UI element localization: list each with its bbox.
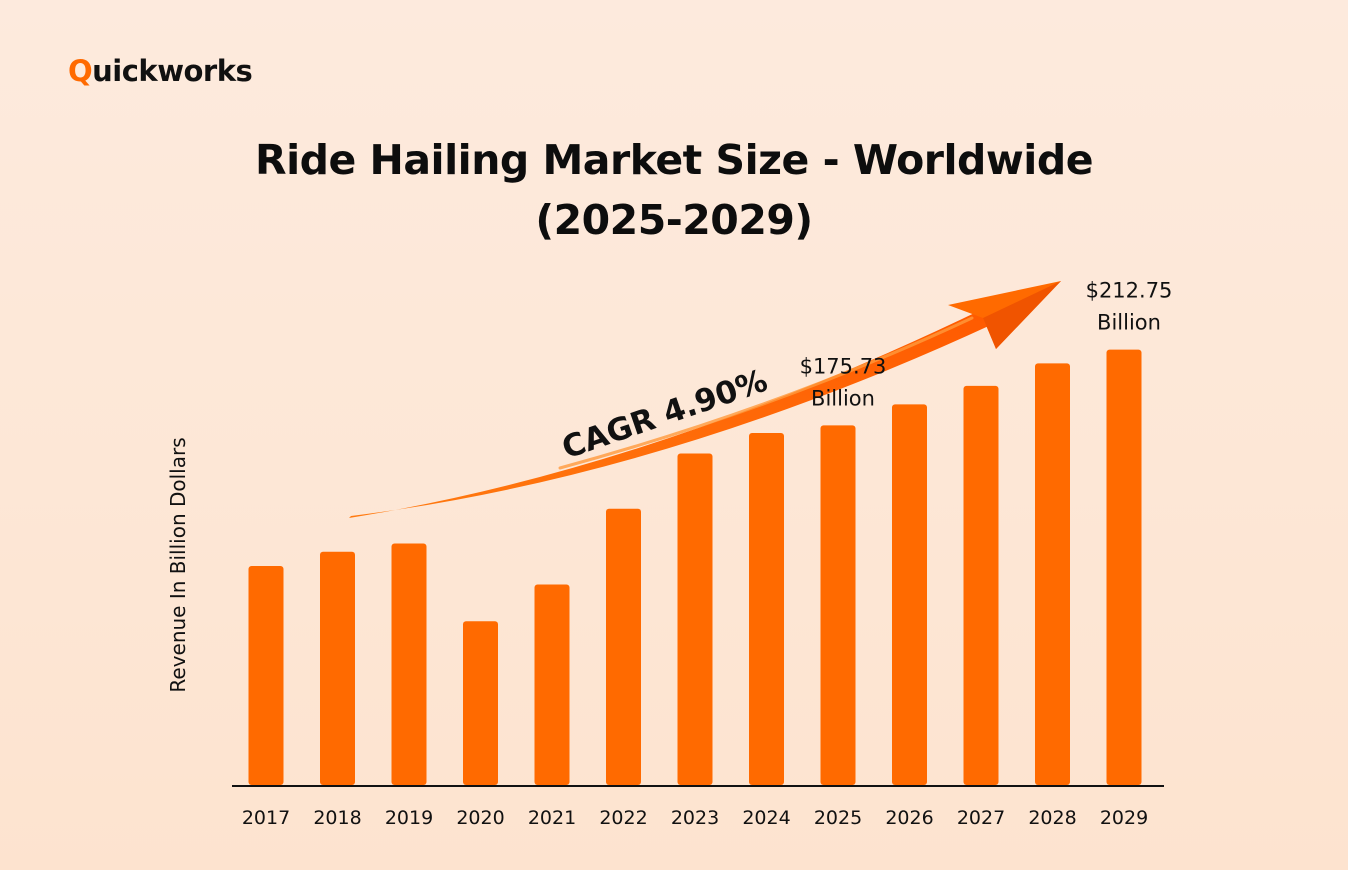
x-tick-label-2020: 2020 — [456, 807, 504, 829]
bar-2019 — [391, 543, 427, 785]
x-tick-label-2017: 2017 — [242, 807, 290, 829]
x-tick-label-2027: 2027 — [957, 807, 1005, 829]
bar-2027 — [963, 385, 999, 785]
x-tick-label-2024: 2024 — [742, 807, 790, 829]
logo-wordmark: uickworks — [92, 54, 253, 88]
annotation-value-2029: $212.75 — [1086, 279, 1173, 303]
x-tick-label-2021: 2021 — [528, 807, 576, 829]
bar-2018 — [320, 551, 355, 785]
bar-2017 — [248, 566, 284, 785]
y-axis-label: Revenue In Billion Dollars — [166, 437, 190, 692]
x-tick-label-2018: 2018 — [313, 807, 361, 829]
annotation-unit-2029: Billion — [1097, 311, 1161, 335]
bar-2021 — [534, 584, 570, 785]
x-tick-label-2022: 2022 — [599, 807, 647, 829]
chart-title-line2: (2025-2029) — [535, 196, 813, 244]
bar-2028 — [1035, 363, 1070, 785]
chart-title: Ride Hailing Market Size - Worldwide (20… — [0, 130, 1348, 250]
chart-title-line1: Ride Hailing Market Size - Worldwide — [255, 136, 1094, 184]
x-tick-label-2023: 2023 — [671, 807, 719, 829]
x-tick-label-2029: 2029 — [1100, 807, 1148, 829]
bar-2020 — [463, 621, 498, 785]
logo-initial: Q — [68, 54, 93, 88]
trend-arrow-head-shade — [983, 281, 1061, 349]
annotation-value-2025: $175.73 — [800, 354, 887, 378]
trend-arrow-highlight — [558, 316, 974, 470]
x-tick-label-2025: 2025 — [814, 807, 862, 829]
x-tick-label-2028: 2028 — [1028, 807, 1076, 829]
bar-2025 — [820, 425, 856, 785]
bar-2024 — [749, 433, 784, 785]
bar-2023 — [677, 453, 713, 785]
annotation-unit-2025: Billion — [811, 386, 875, 410]
x-tick-label-2019: 2019 — [385, 807, 433, 829]
bar-2026 — [892, 404, 927, 785]
x-tick-label-2026: 2026 — [885, 807, 933, 829]
bar-2022 — [606, 508, 641, 785]
bar-2029 — [1106, 349, 1142, 785]
